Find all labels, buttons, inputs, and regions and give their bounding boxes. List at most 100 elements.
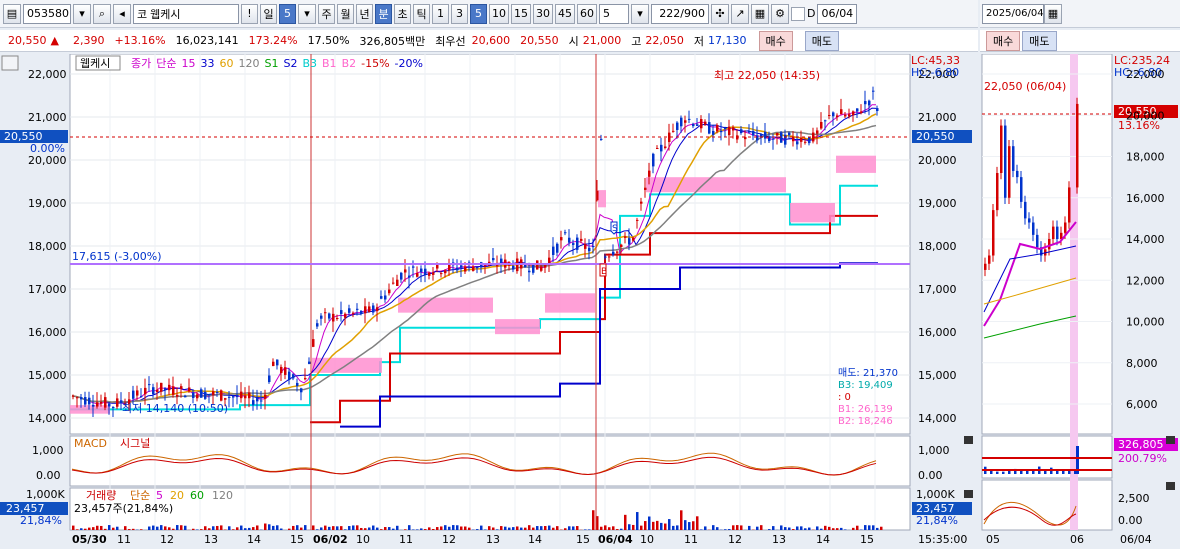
time-label: 13 <box>204 533 218 546</box>
right-sell-button[interactable]: 매도 <box>1022 30 1057 51</box>
trend-tool-icon[interactable]: ↗ <box>731 3 749 24</box>
sell-button[interactable]: 매도 <box>804 30 840 51</box>
candle <box>808 136 811 144</box>
candle <box>432 272 435 275</box>
volume-bar <box>644 521 647 530</box>
signal-marker-s[interactable]: S <box>610 221 618 235</box>
minute-5[interactable]: 5 <box>470 3 487 24</box>
count-select[interactable]: 5 <box>599 3 629 24</box>
time-label: 14 <box>247 533 261 546</box>
candle <box>464 266 467 272</box>
price-tick: 16,000 <box>918 326 957 339</box>
candle <box>648 170 651 177</box>
panel-close-icon[interactable] <box>1166 436 1175 444</box>
date-checkbox[interactable] <box>791 6 805 21</box>
candle <box>148 384 151 386</box>
volume-bar <box>832 528 835 530</box>
volume-bar <box>568 526 571 530</box>
legend-item: S1 <box>265 57 279 70</box>
candle <box>768 136 771 142</box>
candle <box>572 243 575 245</box>
volume-bar <box>864 525 867 530</box>
volume-bar <box>544 526 547 530</box>
minute-1[interactable]: 1 <box>432 3 449 24</box>
period-minute[interactable]: 분 <box>375 3 392 24</box>
volume-bar <box>296 525 299 530</box>
volume-bar <box>508 527 511 530</box>
candle <box>180 386 183 389</box>
stock-code-input[interactable]: 053580 <box>23 3 71 24</box>
time-label: 15 <box>290 533 304 546</box>
period-day-count[interactable]: 5 <box>279 3 296 24</box>
speaker-icon[interactable]: ◂ <box>113 3 131 24</box>
period-week[interactable]: 주 <box>318 3 335 24</box>
mini-price-box: 20,550 <box>1118 105 1157 118</box>
panel-close-icon[interactable] <box>1166 482 1175 490</box>
mini-candle <box>1028 218 1031 223</box>
panel-close-icon[interactable] <box>964 436 973 444</box>
panel-menu-icon[interactable] <box>1 55 19 71</box>
right-date-field[interactable]: 2025/06/04 <box>982 3 1044 24</box>
minute-10[interactable]: 10 <box>489 3 509 24</box>
volume-bar <box>804 528 807 530</box>
grid-icon[interactable]: ▦ <box>751 3 769 24</box>
crosshair-icon[interactable]: ✣ <box>711 3 729 24</box>
price-tick: 18,000 <box>918 240 957 253</box>
minute-45[interactable]: 45 <box>555 3 575 24</box>
main-chart-area[interactable]: 웹케시 종가 단순 15 33 60 120 S1 S2 B3 B1 B2 -15% -20% 22,0… <box>0 54 978 549</box>
period-tick[interactable]: 틱 <box>413 3 430 24</box>
code-dropdown-icon[interactable]: ▾ <box>73 3 91 24</box>
candle <box>316 323 319 327</box>
candle <box>420 268 423 272</box>
minute-15[interactable]: 15 <box>511 3 531 24</box>
candle <box>832 112 835 117</box>
volume-bar <box>576 526 579 530</box>
candle <box>264 394 267 399</box>
stock-name-field[interactable]: 코 웹케시 <box>133 3 239 24</box>
volume-bar <box>248 527 251 530</box>
candle <box>236 394 239 398</box>
mini-lc: LC:235,24 <box>1114 54 1170 67</box>
candle <box>460 265 463 268</box>
search-icon[interactable]: ⌕ <box>93 3 111 24</box>
right-buy-button[interactable]: 매수 <box>986 30 1021 51</box>
range-field[interactable]: 222/900 <box>651 3 709 24</box>
candle <box>340 310 343 314</box>
alert-button[interactable]: ! <box>241 3 258 24</box>
mini-price-tick: 20,000 <box>1126 109 1165 122</box>
mini-candle <box>988 255 991 264</box>
period-year[interactable]: 년 <box>356 3 373 24</box>
calendar-icon[interactable]: ▦ <box>1044 3 1062 24</box>
volume-bar <box>244 528 247 530</box>
volume-bar <box>232 529 235 530</box>
minute-60[interactable]: 60 <box>577 3 597 24</box>
layout-icon[interactable]: ▤ <box>3 3 21 24</box>
period-second[interactable]: 초 <box>394 3 411 24</box>
buy-button[interactable]: 매수 <box>758 30 793 51</box>
date-input[interactable]: 06/04 <box>817 3 858 24</box>
gear-icon[interactable]: ⚙ <box>771 3 789 24</box>
candle <box>804 141 807 143</box>
volume-bar <box>536 526 539 530</box>
daily-mini-chart[interactable]: 22,050 (06/04) LC:235,24 HC:-6,80 20,550… <box>980 54 1180 549</box>
panel-close-icon[interactable] <box>964 490 973 498</box>
candle <box>216 391 219 393</box>
volume-bar <box>324 525 327 530</box>
candle <box>704 121 707 125</box>
high-label: 고 <box>631 34 642 48</box>
chevron-down-icon[interactable]: ▾ <box>298 3 316 24</box>
overlay-label: B3: 19,409 <box>838 380 893 391</box>
candle <box>824 120 827 122</box>
period-month[interactable]: 월 <box>337 3 354 24</box>
mini-candles <box>982 73 1112 474</box>
macd-signal-label: 시그널 <box>120 437 150 450</box>
minute-30[interactable]: 30 <box>533 3 553 24</box>
period-day[interactable]: 일 <box>260 3 277 24</box>
volume-bar <box>724 529 727 530</box>
count-dropdown-icon[interactable]: ▾ <box>631 3 649 24</box>
price-tick: 21,000 <box>28 111 67 124</box>
signal-marker-b[interactable]: B <box>599 263 607 277</box>
minute-3[interactable]: 3 <box>451 3 468 24</box>
volume-bar <box>116 526 119 530</box>
signal-line <box>71 456 877 476</box>
